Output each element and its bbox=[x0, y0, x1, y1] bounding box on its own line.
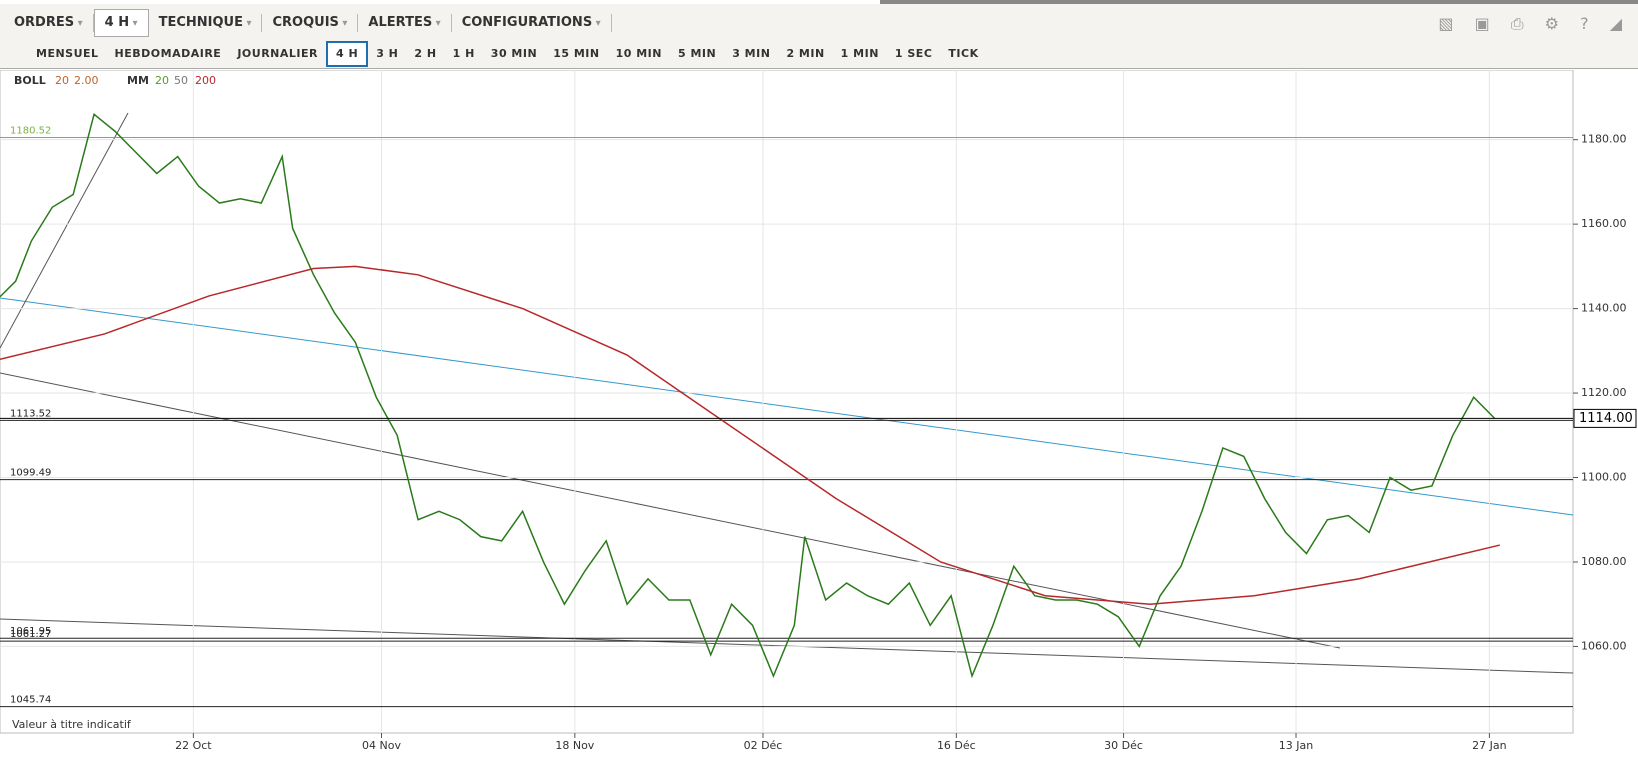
tool-icons[interactable]: ▧ ▣ ⎙ ⚙ ? ◢ bbox=[1438, 14, 1630, 33]
y-tick-label: 1140.00 bbox=[1581, 302, 1627, 315]
menu-item[interactable]: TECHNIQUE bbox=[149, 14, 263, 32]
menu-bar: ORDRES4 HTECHNIQUECROQUISALERTESCONFIGUR… bbox=[0, 0, 1638, 43]
timeframe[interactable]: TICK bbox=[948, 46, 979, 60]
disclaimer: Valeur à titre indicatif bbox=[12, 718, 132, 731]
x-tick-label: 02 Déc bbox=[744, 739, 783, 752]
x-tick-label: 22 Oct bbox=[175, 739, 212, 752]
level-label: 1061.27 bbox=[10, 629, 51, 640]
timeframe[interactable]: 1 H bbox=[452, 46, 475, 60]
mm-label: MM bbox=[127, 74, 149, 87]
x-tick-label: 18 Nov bbox=[555, 739, 594, 752]
timeframe[interactable]: 1 SEC bbox=[894, 46, 933, 60]
timeframe[interactable]: JOURNALIER bbox=[237, 46, 318, 60]
current-price-box bbox=[1573, 408, 1637, 428]
y-tick-label: 1080.00 bbox=[1581, 555, 1627, 568]
series-line bbox=[0, 113, 1496, 679]
level-label: 1099.49 bbox=[10, 468, 51, 479]
mm-param: 50 bbox=[174, 74, 188, 87]
timeframe[interactable]: 1 MIN bbox=[840, 46, 879, 60]
boll-param: 20 bbox=[55, 74, 69, 87]
x-tick-label: 13 Jan bbox=[1279, 739, 1313, 752]
current-price-label: 1114.00 bbox=[1579, 411, 1633, 426]
timeframe[interactable]: 15 MIN bbox=[553, 46, 600, 60]
level-label: 1045.74 bbox=[10, 695, 51, 706]
timeframe[interactable]: 2 MIN bbox=[786, 46, 825, 60]
timeframe[interactable]: MENSUEL bbox=[36, 46, 99, 60]
menu-item[interactable]: ORDRES bbox=[4, 14, 94, 32]
boll-label: BOLL bbox=[14, 74, 46, 87]
y-tick-label: 1100.00 bbox=[1581, 471, 1627, 484]
timeframe[interactable]: 10 MIN bbox=[615, 46, 662, 60]
progress bbox=[880, 0, 1638, 4]
trend-line bbox=[0, 297, 1574, 516]
level-label: 1061.95 bbox=[10, 626, 51, 637]
level-label: 1180.52 bbox=[10, 125, 51, 136]
level-label: 1113.52 bbox=[10, 408, 51, 419]
boll-param: 2.00 bbox=[74, 74, 99, 87]
timeframe-bar: MENSUEL HEBDOMADAIRE JOURNALIER 4 H 3 H 2 H 1 … bbox=[0, 39, 1638, 69]
x-tick-label: 16 Déc bbox=[937, 739, 976, 752]
menu: ORDRES4 HTECHNIQUECROQUISALERTESCONFIGUR… bbox=[0, 4, 1638, 42]
timeframe[interactable]: 4 H bbox=[325, 40, 369, 67]
menu-item[interactable]: 4 H bbox=[93, 9, 149, 37]
timeframe[interactable]: 3 MIN bbox=[732, 46, 771, 60]
timeframe[interactable]: 30 MIN bbox=[490, 46, 538, 60]
y-tick-label: 1160.00 bbox=[1581, 217, 1627, 230]
chart: BOLL 20 2.00 MM 20 50 200 Valeur à titre… bbox=[0, 70, 1637, 752]
timeframe[interactable]: 5 MIN bbox=[677, 46, 717, 60]
y-tick-label: 1060.00 bbox=[1581, 639, 1627, 652]
series-line bbox=[0, 265, 1501, 605]
x-tick-label: 27 Jan bbox=[1472, 739, 1506, 752]
timeframe[interactable]: 2 H bbox=[414, 46, 437, 60]
x-tick-label: 30 Déc bbox=[1104, 739, 1143, 752]
mm-param: 20 bbox=[155, 74, 169, 87]
menu-item[interactable]: CONFIGURATIONS bbox=[452, 14, 612, 32]
mm-param: 200 bbox=[195, 74, 216, 87]
x-tick-label: 04 Nov bbox=[362, 739, 401, 752]
plot-area bbox=[0, 70, 1574, 734]
menu-item[interactable]: ALERTES bbox=[358, 14, 452, 32]
timeframe[interactable]: 3 H bbox=[376, 46, 399, 60]
menu-item[interactable]: CROQUIS bbox=[262, 14, 359, 32]
timeframe[interactable]: HEBDOMADAIRE bbox=[114, 46, 222, 60]
y-tick-label: 1120.00 bbox=[1581, 386, 1627, 399]
y-tick-label: 1180.00 bbox=[1581, 133, 1627, 146]
